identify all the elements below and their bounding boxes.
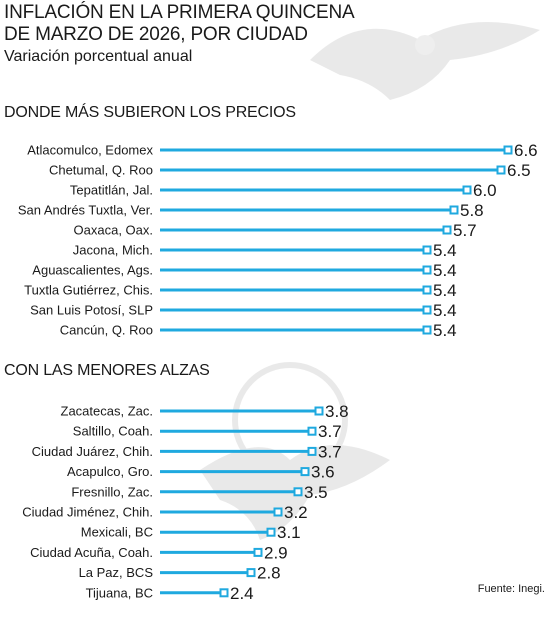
category-label: Ciudad Jiménez, Chih. bbox=[22, 505, 153, 520]
value-label: 2.9 bbox=[264, 543, 288, 562]
chart-subtitle: Variación porcentual anual bbox=[4, 48, 193, 65]
bar-end-marker bbox=[496, 165, 506, 175]
value-label: 3.6 bbox=[311, 463, 335, 482]
category-label: Cancún, Q. Roo bbox=[60, 323, 153, 338]
value-label: 5.4 bbox=[433, 281, 457, 300]
category-label: Mexicali, BC bbox=[81, 525, 153, 540]
value-label: 3.8 bbox=[325, 402, 349, 421]
bar-end-marker bbox=[422, 325, 432, 335]
section-title-lowest: CON LAS MENORES ALZAS bbox=[4, 362, 210, 379]
chart-title-line-2: DE MARZO DE 2026, POR CIUDAD bbox=[4, 24, 308, 45]
category-label: Tijuana, BC bbox=[86, 585, 153, 600]
category-label: Tepatitlán, Jal. bbox=[70, 183, 153, 198]
bar-end-marker bbox=[422, 285, 432, 295]
chart-title: INFLACIÓN EN LA PRIMERA QUINCENA DE MARZ… bbox=[4, 2, 355, 46]
bar-end-marker bbox=[293, 487, 303, 497]
bar-end-marker bbox=[503, 145, 513, 155]
value-label: 5.7 bbox=[453, 221, 477, 240]
bar-end-marker bbox=[307, 426, 317, 436]
bar-end-marker bbox=[307, 446, 317, 456]
category-label: Jacona, Mich. bbox=[73, 243, 153, 258]
category-label: San Luis Potosí, SLP bbox=[30, 303, 153, 318]
value-label: 5.8 bbox=[460, 201, 484, 220]
value-label: 3.7 bbox=[318, 422, 342, 441]
bar-end-marker bbox=[219, 588, 229, 598]
bar-end-marker bbox=[462, 185, 472, 195]
value-label: 5.4 bbox=[433, 321, 457, 340]
category-label: Aguascalientes, Ags. bbox=[32, 263, 153, 278]
value-label: 5.4 bbox=[433, 241, 457, 260]
bar-end-marker bbox=[300, 467, 310, 477]
value-label: 2.4 bbox=[230, 584, 254, 603]
bar-end-marker bbox=[246, 568, 256, 578]
category-label: La Paz, BCS bbox=[79, 565, 154, 580]
value-label: 6.0 bbox=[473, 181, 497, 200]
category-label: Ciudad Acuña, Coah. bbox=[30, 545, 153, 560]
bar-end-marker bbox=[449, 205, 459, 215]
value-label: 6.5 bbox=[507, 161, 531, 180]
bar-end-marker bbox=[314, 406, 324, 416]
category-label: Zacatecas, Zac. bbox=[61, 404, 153, 419]
source-note: Fuente: Inegi. bbox=[477, 583, 545, 595]
bar-end-marker bbox=[273, 507, 283, 517]
category-label: Tuxtla Gutiérrez, Chis. bbox=[24, 283, 153, 298]
bar-end-marker bbox=[266, 527, 276, 537]
value-label: 3.5 bbox=[304, 483, 328, 502]
category-label: Saltillo, Coah. bbox=[73, 424, 153, 439]
category-label: Acapulco, Gro. bbox=[67, 464, 153, 479]
category-label: San Andrés Tuxtla, Ver. bbox=[18, 203, 153, 218]
section-title-highest: DONDE MÁS SUBIERON LOS PRECIOS bbox=[4, 104, 296, 121]
category-label: Ciudad Juárez, Chih. bbox=[32, 444, 153, 459]
value-label: 3.7 bbox=[318, 442, 342, 461]
category-label: Atlacomulco, Edomex bbox=[27, 143, 153, 158]
value-label: 3.2 bbox=[284, 503, 308, 522]
value-label: 6.6 bbox=[514, 141, 538, 160]
bar-end-marker bbox=[422, 265, 432, 275]
value-label: 5.4 bbox=[433, 261, 457, 280]
category-label: Oaxaca, Oax. bbox=[74, 223, 153, 238]
value-label: 3.1 bbox=[277, 523, 301, 542]
category-label: Fresnillo, Zac. bbox=[71, 484, 153, 499]
chart-title-line-1: INFLACIÓN EN LA PRIMERA QUINCENA bbox=[4, 2, 355, 23]
value-label: 5.4 bbox=[433, 301, 457, 320]
bar-end-marker bbox=[422, 305, 432, 315]
eagle-watermark-top bbox=[310, 22, 540, 100]
bar-end-marker bbox=[253, 547, 263, 557]
value-label: 2.8 bbox=[257, 564, 281, 583]
bar-end-marker bbox=[442, 225, 452, 235]
category-label: Chetumal, Q. Roo bbox=[49, 163, 153, 178]
bar-end-marker bbox=[422, 245, 432, 255]
